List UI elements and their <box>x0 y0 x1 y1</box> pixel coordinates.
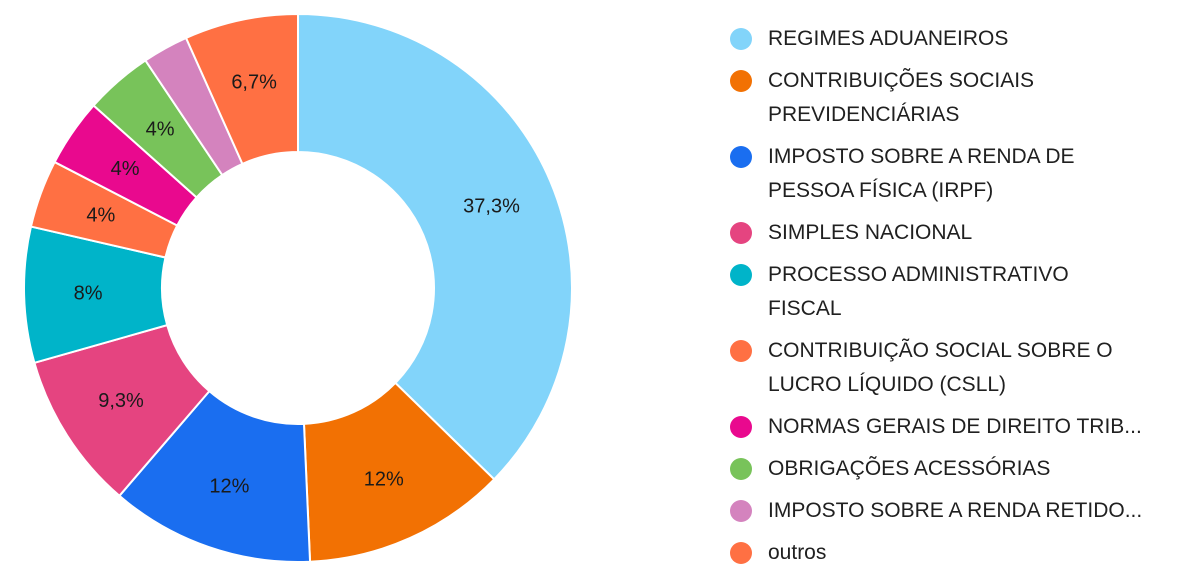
legend-item-3: IMPOSTO SOBRE A RENDA DE PESSOA FÍSICA (… <box>730 140 1190 208</box>
legend-item-5: PROCESSO ADMINISTRATIVO FISCAL <box>730 258 1190 326</box>
legend-swatch <box>730 146 752 168</box>
pie-slice-10 <box>184 12 299 166</box>
slice-value-label-7: 4% <box>111 158 140 180</box>
legend-label: NORMAS GERAIS DE DIREITO TRIB... <box>768 415 1142 438</box>
legend-label: IMPOSTO SOBRE A RENDA DE PESSOA FÍSICA (… <box>768 145 1075 202</box>
legend-label: outros <box>768 541 827 564</box>
chart-legend: REGIMES ADUANEIROS CONTRIBUIÇÕES SOCIAIS … <box>730 22 1190 578</box>
legend-item-4: SIMPLES NACIONAL <box>730 216 1190 250</box>
legend-label: CONTRIBUIÇÕES SOCIAIS PREVIDENCIÁRIAS <box>768 69 1035 126</box>
legend-item-9: IMPOSTO SOBRE A RENDA RETIDO... <box>730 494 1190 528</box>
legend-label: CONTRIBUIÇÃO SOCIAL SOBRE O LUCRO LÍQUID… <box>768 339 1113 396</box>
slice-value-label-2: 12% <box>364 469 404 491</box>
legend-swatch <box>730 222 752 244</box>
legend-swatch <box>730 458 752 480</box>
slice-value-label-5: 8% <box>74 282 103 304</box>
legend-label: OBRIGAÇÕES ACESSÓRIAS <box>768 457 1051 480</box>
legend-label: REGIMES ADUANEIROS <box>768 27 1009 50</box>
legend-swatch <box>730 416 752 438</box>
slices-group <box>23 12 573 563</box>
slice-value-label-1: 37,3% <box>463 195 520 217</box>
donut-chart-svg: 37,3% 12% 12% 9,3% 8% 4% 4% 4% 6,7% <box>23 12 573 563</box>
pie-slice-1 <box>297 12 573 481</box>
legend-swatch <box>730 28 752 50</box>
legend-label: IMPOSTO SOBRE A RENDA RETIDO... <box>768 499 1143 522</box>
legend-item-6: CONTRIBUIÇÃO SOCIAL SOBRE O LUCRO LÍQUID… <box>730 334 1190 402</box>
slice-value-label-3: 12% <box>209 475 249 497</box>
legend-item-8: OBRIGAÇÕES ACESSÓRIAS <box>730 452 1190 486</box>
legend-label: PROCESSO ADMINISTRATIVO FISCAL <box>768 263 1069 320</box>
slice-value-label-10: 6,7% <box>231 72 277 94</box>
legend-swatch <box>730 70 752 92</box>
legend-item-1: REGIMES ADUANEIROS <box>730 22 1190 56</box>
legend-swatch <box>730 500 752 522</box>
legend-label: SIMPLES NACIONAL <box>768 221 973 244</box>
slice-value-label-6: 4% <box>86 205 115 227</box>
legend-swatch <box>730 542 752 564</box>
legend-item-10: outros <box>730 536 1190 570</box>
legend-item-7: NORMAS GERAIS DE DIREITO TRIB... <box>730 410 1190 444</box>
legend-swatch <box>730 340 752 362</box>
slice-labels-group: 37,3% 12% 12% 9,3% 8% 4% 4% 4% 6,7% <box>74 72 520 498</box>
legend-item-2: CONTRIBUIÇÕES SOCIAIS PREVIDENCIÁRIAS <box>730 64 1190 132</box>
slice-value-label-8: 4% <box>146 119 175 141</box>
slice-value-label-4: 9,3% <box>98 390 144 412</box>
legend-swatch <box>730 264 752 286</box>
donut-chart: 37,3% 12% 12% 9,3% 8% 4% 4% 4% 6,7% <box>0 0 600 569</box>
